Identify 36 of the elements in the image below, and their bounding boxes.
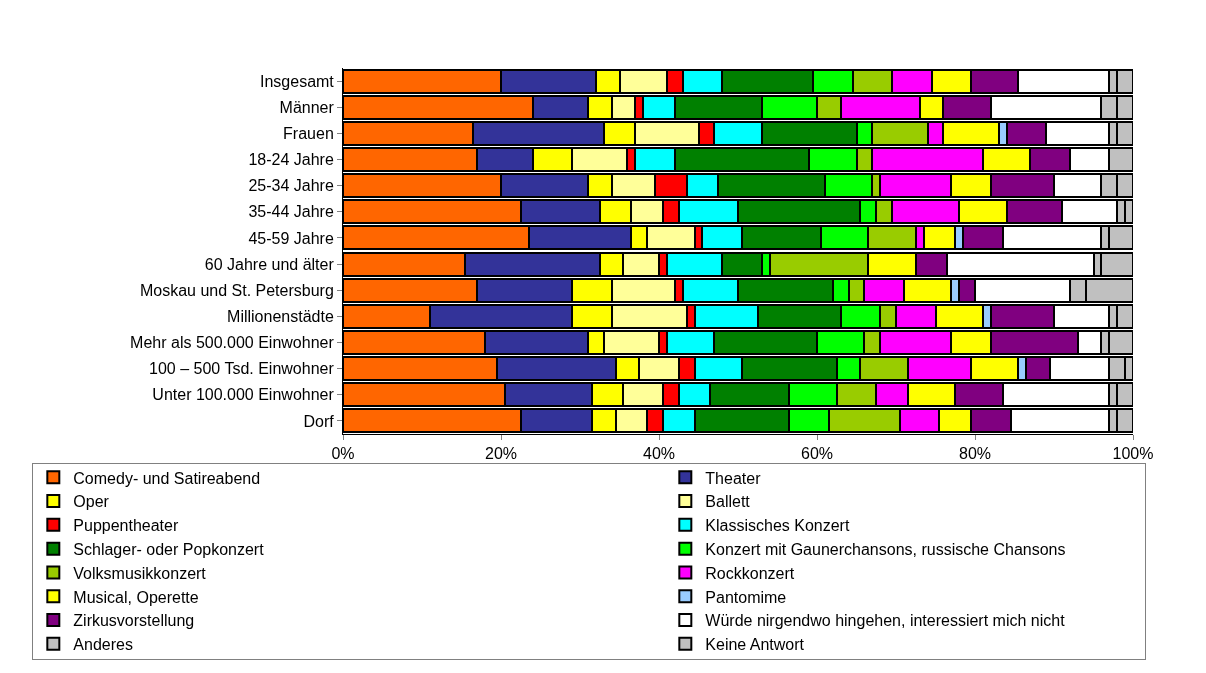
legend-label: Oper — [73, 493, 110, 511]
legend-label: Theater — [705, 469, 762, 487]
legend-label: Pantomime — [705, 588, 787, 606]
y-tick-label: 45-59 Jahre — [248, 229, 334, 247]
legend-label: Puppentheater — [73, 517, 179, 535]
legend-label: Ballett — [705, 493, 751, 511]
x-tick-label: 100% — [1112, 445, 1154, 463]
y-tick-label: Millionenstädte — [227, 307, 334, 325]
x-tick-label: 20% — [484, 445, 518, 463]
x-tick-label: 0% — [331, 445, 355, 463]
y-tick-label: 18-24 Jahre — [248, 151, 334, 169]
legend-label: Volksmusikkonzert — [73, 564, 207, 582]
y-tick-label: 100 – 500 Tsd. Einwohner — [149, 360, 335, 378]
legend-label: Comedy- und Satireabend — [73, 469, 261, 487]
x-tick-label: 60% — [800, 445, 834, 463]
y-tick-label: Dorf — [303, 412, 335, 430]
legend-label: Zirkusvorstellung — [73, 612, 195, 630]
legend-label: Würde nirgendwo hingehen, interessiert mich nicht — [705, 612, 1066, 630]
legend-label: Musical, Operette — [73, 588, 199, 606]
y-tick-label: Männer — [279, 98, 335, 116]
legend-label: Konzert mit Gaunerchansons, russische Chansons — [705, 540, 1066, 558]
legend-label: Anderes — [73, 636, 133, 654]
legend-label: Rockkonzert — [705, 564, 795, 582]
y-tick-label: Unter 100.000 Einwohner — [152, 386, 335, 404]
x-tick-label: 80% — [958, 445, 992, 463]
y-tick-label: Mehr als 500.000 Einwohner — [130, 334, 335, 352]
legend-label: Schlager- oder Popkonzert — [73, 540, 265, 558]
x-tick-label: 40% — [642, 445, 676, 463]
y-tick-label: Frauen — [283, 124, 334, 142]
y-tick-label: Insgesamt — [259, 72, 335, 90]
y-tick-label: 25-34 Jahre — [248, 177, 334, 195]
y-tick-label: Moskau und St. Petersburg — [139, 281, 334, 299]
legend-label: Keine Antwort — [705, 636, 805, 654]
legend-label: Klassisches Konzert — [705, 517, 850, 535]
y-tick-label: 35-44 Jahre — [248, 203, 334, 221]
y-tick-label: 60 Jahre und älter — [204, 255, 335, 273]
